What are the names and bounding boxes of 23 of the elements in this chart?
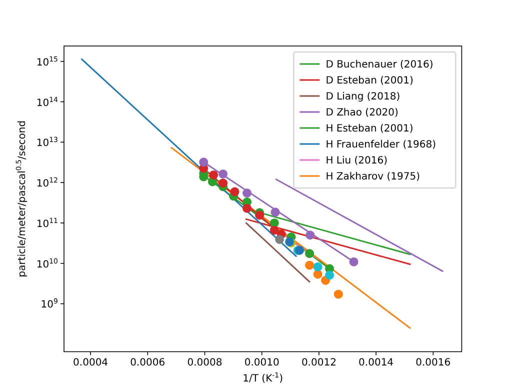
y-tick-label: 10$^{11}$: [36, 216, 58, 230]
x-tick-label: 0.0006: [130, 358, 166, 369]
legend-label: D Buchenauer (2016): [326, 60, 434, 70]
x-axis-title: 1/T (K$^{-1}$): [242, 372, 284, 384]
y-tick-label: 10$^{10}$: [36, 257, 58, 270]
y-tick-label: 10$^{14}$: [36, 96, 59, 109]
x-tick-label: 0.0016: [416, 358, 451, 369]
y-tick-label: 10$^{13}$: [36, 136, 58, 150]
legend-label: D Zhao (2020): [326, 108, 399, 118]
legend-label: D Liang (2018): [326, 92, 400, 102]
x-tick-label: 0.0012: [301, 358, 336, 369]
legend-label: H Zakharov (1975): [326, 172, 420, 182]
y-tick-label: 10$^{12}$: [36, 176, 58, 190]
x-tick-label: 0.0004: [73, 358, 108, 369]
x-tick-label: 0.0014: [358, 358, 394, 369]
legend-label: H Esteban (2001): [326, 124, 414, 134]
x-tick-label: 0.0008: [187, 358, 222, 369]
legend-label: H Frauenfelder (1968): [326, 140, 436, 150]
legend-label: D Esteban (2001): [326, 76, 414, 86]
legend-label: H Liu (2016): [326, 156, 388, 166]
y-tick-label: 10$^{9}$: [40, 298, 58, 311]
x-tick-label: 0.0010: [244, 358, 280, 369]
y-tick-label: 10$^{15}$: [36, 55, 58, 68]
